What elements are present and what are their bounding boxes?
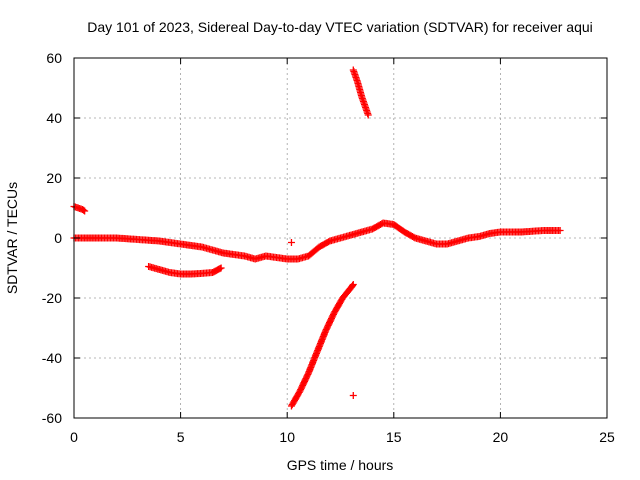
data-point (349, 281, 357, 288)
y-tick-label: -60 (42, 410, 62, 426)
y-tick-label: 60 (46, 50, 62, 66)
x-tick-label: 15 (386, 429, 402, 445)
data-point (287, 239, 295, 246)
y-tick-label: 20 (46, 170, 62, 186)
y-tick-label: 40 (46, 110, 62, 126)
x-tick-label: 25 (599, 429, 615, 445)
y-tick-label: 0 (54, 230, 62, 246)
data-point (81, 207, 89, 215)
data-point (217, 264, 225, 272)
data-point (364, 111, 372, 119)
x-tick-label: 5 (177, 429, 185, 445)
data-point (349, 392, 357, 399)
x-tick-label: 0 (70, 429, 78, 445)
data-point (349, 282, 357, 289)
y-axis-label: SDTVAR / TECUs (4, 182, 20, 294)
x-tick-label: 20 (493, 429, 509, 445)
chart-title: Day 101 of 2023, Sidereal Day-to-day VTE… (87, 19, 593, 35)
x-axis-label: GPS time / hours (287, 457, 394, 473)
data-point (556, 227, 564, 234)
y-tick-label: -40 (42, 350, 62, 366)
data-points (70, 66, 564, 410)
data-point (80, 206, 88, 214)
axis-ticks: 0 5 10 15 20 25 -60 -40 -20 0 20 40 60 (42, 50, 615, 445)
y-tick-label: -20 (42, 290, 62, 306)
x-tick-label: 10 (279, 429, 295, 445)
